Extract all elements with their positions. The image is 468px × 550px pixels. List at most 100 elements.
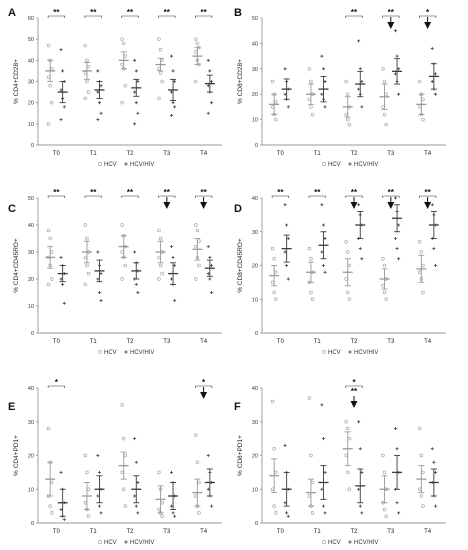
hcv-hiv-point xyxy=(321,437,325,441)
hcv-hiv-point xyxy=(283,501,287,505)
hcv-point xyxy=(421,263,425,268)
hcv-hiv-point xyxy=(134,282,138,286)
hcv-point xyxy=(123,263,128,268)
hcv-hiv-point xyxy=(209,504,213,508)
hcv-hiv-point xyxy=(209,264,213,267)
category-label: T4 xyxy=(200,339,208,345)
panel-letter: F xyxy=(234,401,241,413)
hcv-hiv-point xyxy=(395,501,399,505)
y-tick-label: 20 xyxy=(28,277,34,283)
significance-label: ** xyxy=(388,188,395,197)
significance-bracket xyxy=(382,15,400,18)
hcv-point xyxy=(197,480,201,485)
legend-hiv-marker xyxy=(348,350,352,354)
y-tick-label: 40 xyxy=(28,58,34,64)
hcv-point xyxy=(158,48,163,52)
hcv-hiv-point xyxy=(96,277,100,281)
hcv-point xyxy=(382,507,387,512)
legend-hiv-marker xyxy=(348,162,352,166)
hcv-hiv-point xyxy=(209,101,213,105)
hcv-hiv-point xyxy=(96,454,100,457)
category-label: T2 xyxy=(126,151,134,157)
hcv-hiv-point xyxy=(171,255,175,259)
hcv-hiv-point xyxy=(360,511,364,515)
legend-hiv-label: HCV/HIV xyxy=(354,162,378,168)
hcv-point xyxy=(270,105,275,109)
legend-hcv-label: HCV xyxy=(104,540,117,546)
hcv-hiv-point xyxy=(321,67,325,71)
hcv-point xyxy=(83,223,88,227)
legend-hcv-marker xyxy=(322,540,326,544)
hcv-hiv-point xyxy=(395,54,399,58)
y-tick-label: 0 xyxy=(255,143,258,149)
hcv-hiv-point xyxy=(99,299,103,303)
category-label: T0 xyxy=(277,151,285,157)
hcv-hiv-point xyxy=(283,92,287,96)
hcv-point xyxy=(157,255,161,260)
hcv-point xyxy=(122,436,126,441)
hcv-hiv-point xyxy=(171,69,175,73)
category-label: T4 xyxy=(424,529,432,535)
hcv-hiv-point xyxy=(357,39,361,43)
significance-arrow-icon xyxy=(200,392,208,399)
hcv-point xyxy=(421,97,425,101)
hcv-point xyxy=(120,62,124,67)
hcv-point xyxy=(160,79,164,84)
hcv-point xyxy=(309,290,313,295)
category-label: T3 xyxy=(163,339,171,345)
significance-bracket xyxy=(382,195,400,198)
hcv-hiv-point xyxy=(62,301,66,305)
hcv-point xyxy=(272,257,276,261)
legend-hiv-label: HCV/HIV xyxy=(130,162,154,168)
hcv-point xyxy=(421,504,425,508)
hcv-point xyxy=(347,122,352,127)
hcv-hiv-point xyxy=(169,54,173,58)
hcv-hiv-point xyxy=(360,105,364,109)
hcv-hiv-point xyxy=(134,504,138,508)
category-label: T4 xyxy=(200,529,208,535)
hcv-hiv-point xyxy=(360,257,364,261)
hcv-point xyxy=(309,79,313,84)
hcv-hiv-point xyxy=(358,447,362,451)
hcv-hiv-point xyxy=(136,481,140,484)
category-label: T3 xyxy=(387,339,395,345)
chart-panel-A: A 0 10 20 30 40 50 60 % CD4+CD28+ T0 T1 T2 T3 T4 ** ** *… xyxy=(8,7,222,168)
chart-panel-D: D 0 10 20 30 40 % CD8+CD45RO+ T0 T1 T2 T3 T4 ** ** ** *… xyxy=(234,188,446,356)
hcv-hiv-point xyxy=(206,487,210,491)
category-label: T1 xyxy=(90,151,98,157)
hcv-hiv-point xyxy=(134,460,138,464)
hcv-point xyxy=(344,240,348,244)
y-tick-label: 10 xyxy=(252,118,258,124)
significance-label: ** xyxy=(127,188,134,197)
legend-hcv-marker xyxy=(322,350,326,354)
hcv-point xyxy=(309,105,313,109)
hcv-point xyxy=(120,277,124,281)
y-tick-label: 10 xyxy=(252,297,258,303)
hcv-hiv-point xyxy=(169,504,173,508)
category-label: T1 xyxy=(90,529,98,535)
hcv-point xyxy=(274,100,278,104)
hcv-point xyxy=(272,447,276,451)
hcv-hiv-point xyxy=(61,282,65,286)
hcv-hiv-point xyxy=(323,511,327,515)
hcv-point xyxy=(418,79,422,84)
hcv-point xyxy=(418,487,422,491)
significance-bracket xyxy=(345,385,363,388)
y-tick-label: 40 xyxy=(252,41,258,47)
category-label: T3 xyxy=(163,529,171,535)
y-tick-label: 30 xyxy=(252,230,258,236)
hcv-point xyxy=(197,263,201,268)
hcv-hiv-point xyxy=(96,90,100,94)
hcv-point xyxy=(160,514,164,518)
hcv-point xyxy=(83,255,88,260)
hcv-hiv-point xyxy=(97,101,101,105)
hcv-point xyxy=(346,117,350,122)
hcv-hiv-point xyxy=(397,67,401,71)
significance-bracket xyxy=(195,195,213,198)
hcv-point xyxy=(194,277,198,281)
y-tick-label: 20 xyxy=(28,454,34,460)
hcv-hiv-point xyxy=(397,257,401,261)
hcv-point xyxy=(194,50,198,54)
legend-hcv-marker xyxy=(98,350,102,354)
hcv-point xyxy=(270,79,275,84)
